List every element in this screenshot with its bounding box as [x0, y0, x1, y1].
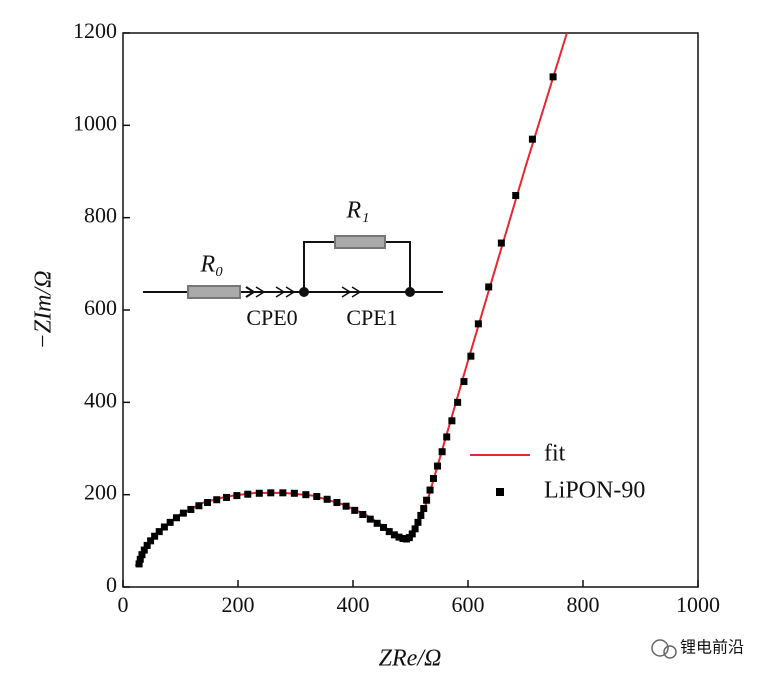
- data-point: [474, 320, 482, 328]
- data-point: [151, 532, 159, 540]
- node: [405, 287, 415, 297]
- data-point: [443, 433, 451, 441]
- node: [299, 287, 309, 297]
- data-point: [423, 496, 431, 504]
- data-point: [512, 192, 520, 200]
- data-point: [351, 506, 359, 514]
- data-point: [467, 352, 475, 360]
- data-point: [366, 515, 374, 523]
- data-point: [342, 502, 350, 510]
- wire: [303, 241, 411, 292]
- data-point: [333, 499, 341, 507]
- data-point: [204, 499, 212, 507]
- y-tick-label: 1200: [73, 18, 117, 43]
- data-point: [302, 491, 310, 499]
- data-point: [430, 475, 437, 483]
- data-point: [135, 560, 143, 568]
- y-tick-label: 0: [106, 572, 117, 597]
- data-point: [408, 530, 416, 538]
- circuit-inset: [143, 235, 443, 299]
- data-point: [195, 502, 203, 510]
- data-point: [411, 525, 419, 533]
- data-point: [279, 489, 287, 497]
- data-point: [448, 417, 456, 425]
- y-tick-label: 800: [84, 203, 117, 228]
- data-point: [405, 534, 413, 542]
- x-tick-label: 0: [118, 592, 129, 617]
- data-point: [390, 531, 398, 539]
- data-point: [187, 505, 195, 513]
- inset-label: CPE1: [346, 305, 397, 330]
- resistor: [187, 285, 241, 299]
- data-point: [438, 448, 446, 456]
- data-point: [434, 462, 442, 470]
- data-point: [136, 555, 144, 563]
- y-tick-label: 200: [84, 480, 117, 505]
- data-point: [323, 495, 331, 503]
- y-tick-label: 1000: [73, 110, 117, 135]
- data-point: [414, 518, 422, 526]
- x-tick-label: 200: [222, 592, 255, 617]
- data-point: [549, 73, 557, 81]
- data-point: [497, 239, 505, 247]
- data-point: [313, 493, 321, 501]
- legend-swatch: [496, 488, 504, 496]
- fit-line: [134, 32, 568, 567]
- data-point: [379, 523, 387, 531]
- y-tick-label: 600: [84, 295, 117, 320]
- y-axis-label: −ZIm/Ω: [31, 271, 57, 350]
- data-point: [359, 511, 367, 519]
- data-point: [179, 509, 187, 517]
- x-tick-label: 400: [337, 592, 370, 617]
- inset-label: R₀: [199, 252, 223, 278]
- data-point: [290, 489, 298, 497]
- data-point: [143, 541, 151, 549]
- inset-label: R₁: [345, 198, 369, 224]
- x-tick-label: 600: [452, 592, 485, 617]
- data-point: [138, 551, 146, 559]
- data-point: [147, 537, 155, 545]
- data-point: [155, 528, 163, 536]
- data-point: [166, 518, 174, 526]
- data-point: [454, 398, 462, 406]
- x-tick-label: 800: [567, 592, 600, 617]
- data-point: [528, 135, 536, 143]
- x-axis-label: ZRe/Ω: [379, 646, 442, 672]
- data-point: [160, 523, 168, 531]
- resistor: [334, 235, 386, 249]
- x-tick-label: 1000: [676, 592, 720, 617]
- legend-label: LiPON-90: [544, 478, 645, 504]
- inset-label: CPE0: [246, 305, 297, 330]
- data-point: [426, 486, 434, 494]
- data-point: [420, 505, 428, 513]
- data-point: [140, 546, 148, 554]
- data-point: [267, 489, 275, 497]
- watermark-icon: [651, 639, 677, 659]
- data-point: [244, 490, 252, 498]
- cpe-symbol: [245, 286, 362, 298]
- legend-label: fit: [544, 441, 566, 467]
- data-point: [223, 493, 230, 501]
- data-point: [395, 533, 403, 541]
- data-point: [213, 496, 221, 504]
- data-point: [233, 492, 241, 500]
- data-point: [485, 283, 493, 291]
- y-tick-label: 400: [84, 387, 117, 412]
- data-point: [460, 378, 468, 386]
- data-point: [255, 489, 263, 497]
- data-point: [385, 528, 393, 536]
- data-point: [417, 511, 425, 519]
- data-point: [373, 519, 381, 527]
- data-point: [172, 514, 180, 522]
- watermark: 锂电前沿: [680, 638, 744, 657]
